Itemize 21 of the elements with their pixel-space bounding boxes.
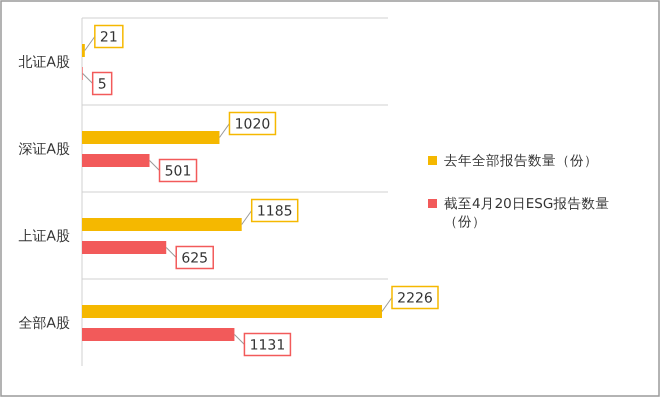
y-tick-label: 上证A股 [18, 228, 70, 244]
y-tick-label: 北证A股 [18, 54, 70, 70]
y-tick-label: 深证A股 [18, 142, 70, 158]
data-label: 1185 [256, 204, 293, 220]
bar [82, 218, 242, 231]
data-label: 501 [164, 164, 192, 180]
bar [82, 131, 220, 144]
bar [82, 44, 85, 57]
data-label: 5 [98, 76, 107, 92]
bar [82, 305, 382, 318]
legend-label: 去年全部报告数量（份） [444, 153, 598, 169]
bar [82, 241, 166, 254]
data-label: 625 [181, 250, 208, 266]
bar [82, 328, 234, 341]
y-tick-label: 全部A股 [18, 316, 70, 332]
data-label: 1020 [234, 116, 270, 132]
data-label: 1131 [250, 338, 286, 354]
data-label: 2226 [397, 290, 433, 306]
legend-label: 截至4月20日ESG报告数量（份） [444, 196, 610, 230]
data-label: 21 [100, 30, 118, 46]
bar [82, 154, 150, 167]
